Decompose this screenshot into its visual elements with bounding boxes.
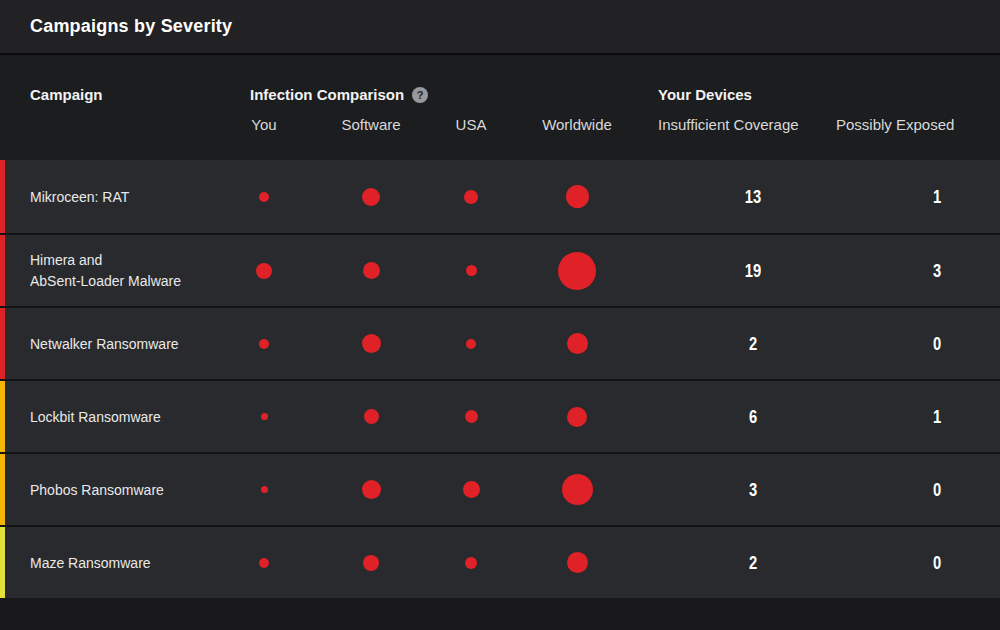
- table-row[interactable]: Netwalker Ransomware 2 0: [0, 306, 1000, 379]
- infection-dot-you: [259, 339, 269, 349]
- infection-dot-worldwide: [566, 185, 589, 208]
- severity-bar: [0, 527, 5, 598]
- infection-dot-you: [259, 558, 269, 568]
- infection-dot-worldwide: [558, 252, 596, 290]
- insufficient-coverage-count: 2: [749, 333, 757, 354]
- infection-dot-software: [364, 409, 379, 424]
- column-header-campaign: Campaign: [30, 86, 103, 103]
- table-header: Campaign Infection Comparison ? Your Dev…: [0, 55, 1000, 160]
- insufficient-coverage-count: 2: [749, 552, 757, 573]
- infection-dot-usa: [465, 557, 477, 569]
- campaign-name: Phobos Ransomware: [30, 479, 164, 500]
- campaign-name: Lockbit Ransomware: [30, 406, 161, 427]
- panel-titlebar: Campaigns by Severity: [0, 0, 1000, 55]
- infection-comparison-label: Infection Comparison: [250, 86, 404, 103]
- infection-dot-you: [261, 486, 268, 493]
- campaigns-by-severity-panel: Campaigns by Severity Campaign Infection…: [0, 0, 1000, 630]
- infection-dot-usa: [466, 265, 477, 276]
- insufficient-coverage-count: 6: [749, 406, 757, 427]
- column-header-your-devices: Your Devices: [658, 86, 752, 103]
- infection-dot-worldwide: [567, 333, 588, 354]
- possibly-exposed-count: 0: [933, 479, 941, 500]
- insufficient-coverage-count: 19: [745, 260, 761, 281]
- infection-dot-you: [256, 263, 272, 279]
- table-row[interactable]: Lockbit Ransomware 6 1: [0, 379, 1000, 452]
- infection-dot-software: [363, 555, 379, 571]
- infection-dot-software: [362, 480, 381, 499]
- infection-dot-usa: [463, 481, 480, 498]
- infection-dot-worldwide: [567, 407, 587, 427]
- campaign-name: Mikroceen: RAT: [30, 186, 129, 207]
- possibly-exposed-count: 1: [933, 406, 941, 427]
- possibly-exposed-count: 1: [933, 186, 941, 207]
- infection-dot-usa: [465, 410, 478, 423]
- infection-dot-you: [259, 192, 269, 202]
- table-row[interactable]: Phobos Ransomware 3 0: [0, 452, 1000, 525]
- help-icon[interactable]: ?: [412, 87, 428, 103]
- insufficient-coverage-count: 3: [749, 479, 757, 500]
- table-row[interactable]: Maze Ransomware 2 0: [0, 525, 1000, 598]
- possibly-exposed-count: 3: [933, 260, 941, 281]
- severity-bar: [0, 308, 5, 379]
- insufficient-coverage-count: 13: [745, 186, 761, 207]
- subcolumn-you: You: [251, 116, 276, 133]
- severity-bar: [0, 235, 5, 306]
- panel-title: Campaigns by Severity: [30, 16, 232, 37]
- subcolumn-insufficient-coverage: Insufficient Coverage: [658, 116, 799, 133]
- infection-dot-usa: [466, 339, 476, 349]
- infection-dot-software: [363, 262, 380, 279]
- campaign-name: Maze Ransomware: [30, 552, 151, 573]
- table-row[interactable]: Mikroceen: RAT 13 1: [0, 160, 1000, 233]
- infection-dot-worldwide: [562, 474, 593, 505]
- subcolumn-software: Software: [341, 116, 400, 133]
- severity-bar: [0, 160, 5, 233]
- subcolumn-possibly-exposed: Possibly Exposed: [836, 116, 954, 133]
- severity-bar: [0, 454, 5, 525]
- subcolumn-worldwide: Worldwide: [542, 116, 612, 133]
- column-header-infection-comparison: Infection Comparison ?: [250, 86, 428, 103]
- bottom-strip: [0, 598, 1000, 618]
- infection-dot-you: [261, 413, 268, 420]
- possibly-exposed-count: 0: [933, 333, 941, 354]
- infection-dot-software: [362, 334, 381, 353]
- table-body: Mikroceen: RAT 13 1 Himera and AbSent-Lo…: [0, 160, 1000, 598]
- subcolumn-usa: USA: [456, 116, 487, 133]
- campaign-name: Himera and AbSent-Loader Malware: [30, 250, 181, 292]
- campaign-name: Netwalker Ransomware: [30, 333, 179, 354]
- table-row[interactable]: Himera and AbSent-Loader Malware 19 3: [0, 233, 1000, 306]
- possibly-exposed-count: 0: [933, 552, 941, 573]
- infection-dot-usa: [464, 190, 478, 204]
- infection-dot-worldwide: [567, 552, 588, 573]
- severity-bar: [0, 381, 5, 452]
- infection-dot-software: [362, 188, 380, 206]
